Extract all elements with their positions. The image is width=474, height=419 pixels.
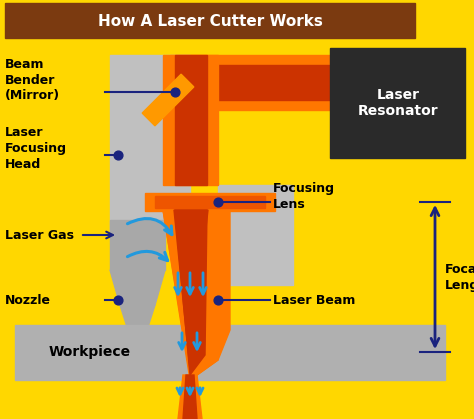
Bar (330, 48, 465, 158)
Polygon shape (110, 270, 165, 305)
Polygon shape (175, 210, 207, 375)
Bar (175, 55, 207, 185)
Point (214, 199, 222, 205)
Text: Laser Beam: Laser Beam (273, 293, 356, 307)
Text: Nozzle: Nozzle (5, 293, 51, 307)
Bar (110, 220, 165, 270)
Bar (170, 55, 330, 110)
Polygon shape (163, 210, 218, 380)
Point (114, 152, 122, 158)
Bar (15, 325, 445, 380)
Bar (5, 3, 415, 38)
Polygon shape (142, 74, 194, 126)
Text: Focusing
Lens: Focusing Lens (273, 181, 335, 210)
Bar (145, 193, 275, 211)
Polygon shape (183, 375, 197, 419)
Bar (163, 55, 218, 185)
Bar (110, 55, 190, 235)
Bar (155, 196, 265, 208)
Text: Beam
Bender
(Mirror): Beam Bender (Mirror) (5, 57, 60, 103)
Polygon shape (190, 210, 230, 380)
Text: Workpiece: Workpiece (49, 345, 131, 359)
Text: How A Laser Cutter Works: How A Laser Cutter Works (98, 15, 322, 29)
Bar (218, 185, 293, 285)
Point (114, 152, 122, 158)
Point (171, 89, 179, 96)
Point (214, 297, 222, 303)
Polygon shape (163, 210, 220, 375)
Text: Laser
Focusing
Head: Laser Focusing Head (5, 126, 67, 171)
Bar (170, 65, 330, 100)
Text: Focal
Length: Focal Length (445, 262, 474, 292)
Point (114, 297, 122, 303)
Polygon shape (178, 375, 202, 419)
Polygon shape (174, 210, 208, 370)
Text: Laser
Resonator: Laser Resonator (358, 88, 438, 118)
Text: Laser Gas: Laser Gas (5, 228, 74, 241)
Polygon shape (120, 305, 155, 330)
